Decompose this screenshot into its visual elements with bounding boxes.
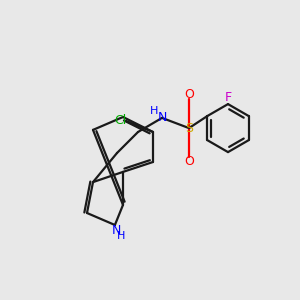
Text: S: S: [185, 122, 193, 135]
Text: O: O: [184, 155, 194, 168]
Text: F: F: [224, 91, 232, 104]
Text: N: N: [157, 111, 167, 124]
Text: N: N: [112, 224, 121, 237]
Text: H: H: [117, 231, 125, 242]
Text: O: O: [184, 88, 194, 101]
Text: Cl: Cl: [115, 114, 127, 128]
Text: H: H: [149, 106, 158, 116]
